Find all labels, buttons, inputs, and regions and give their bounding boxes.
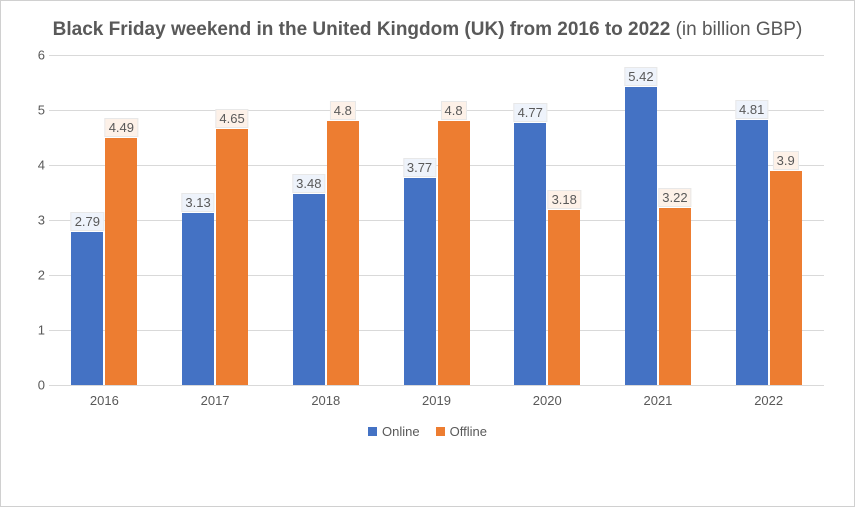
x-tick-label: 2019 <box>381 387 492 415</box>
bar-group: 3.484.8 <box>270 55 381 385</box>
bar: 4.8 <box>327 121 359 385</box>
y-tick-label: 2 <box>27 268 45 283</box>
bar-group: 3.134.65 <box>160 55 271 385</box>
y-tick-label: 1 <box>27 323 45 338</box>
bar-groups: 2.794.493.134.653.484.83.774.84.773.185.… <box>49 55 824 385</box>
bar: 3.9 <box>770 171 802 386</box>
bar-value-label: 4.77 <box>514 103 547 122</box>
chart-container: Black Friday weekend in the United Kingd… <box>21 19 834 488</box>
bar-value-label: 4.8 <box>330 101 356 120</box>
bar: 3.48 <box>293 194 325 385</box>
bar: 3.13 <box>182 213 214 385</box>
gridline <box>49 385 824 386</box>
x-tick-label: 2020 <box>492 387 603 415</box>
bar: 4.81 <box>736 120 768 385</box>
bar: 3.77 <box>404 178 436 385</box>
bar-group: 4.773.18 <box>492 55 603 385</box>
chart-title: Black Friday weekend in the United Kingd… <box>21 19 834 41</box>
bar-group: 2.794.49 <box>49 55 160 385</box>
bar: 3.22 <box>659 208 691 385</box>
legend-swatch <box>436 427 445 436</box>
legend-label: Online <box>382 424 420 439</box>
bar-value-label: 3.77 <box>403 158 436 177</box>
legend-label: Offline <box>450 424 487 439</box>
x-tick-label: 2022 <box>713 387 824 415</box>
bar-value-label: 3.22 <box>658 188 691 207</box>
bar: 5.42 <box>625 87 657 385</box>
x-tick-label: 2018 <box>270 387 381 415</box>
bar-value-label: 3.18 <box>548 190 581 209</box>
legend-swatch <box>368 427 377 436</box>
plot-area: 0123456 2.794.493.134.653.484.83.774.84.… <box>49 55 824 415</box>
bar-value-label: 3.13 <box>181 193 214 212</box>
y-tick-label: 5 <box>27 103 45 118</box>
y-tick-label: 3 <box>27 213 45 228</box>
y-tick-label: 4 <box>27 158 45 173</box>
legend-item: Online <box>368 424 420 439</box>
bar-group: 3.774.8 <box>381 55 492 385</box>
bar: 4.8 <box>438 121 470 385</box>
bar: 4.49 <box>105 138 137 385</box>
y-tick-label: 6 <box>27 48 45 63</box>
title-unit: (in billion GBP) <box>670 19 802 40</box>
bar-group: 5.423.22 <box>603 55 714 385</box>
bar-value-label: 3.48 <box>292 174 325 193</box>
x-tick-label: 2017 <box>160 387 271 415</box>
x-axis-labels: 2016201720182019202020212022 <box>49 387 824 415</box>
bar: 3.18 <box>548 210 580 385</box>
bar: 2.79 <box>71 232 103 385</box>
bar-group: 4.813.9 <box>713 55 824 385</box>
x-tick-label: 2021 <box>603 387 714 415</box>
bar-value-label: 4.49 <box>105 118 138 137</box>
bar-value-label: 5.42 <box>624 67 657 86</box>
bar-value-label: 3.9 <box>773 151 799 170</box>
bar-value-label: 4.65 <box>215 109 248 128</box>
title-bold: Black Friday weekend in the United Kingd… <box>53 19 671 40</box>
bar-value-label: 4.8 <box>440 101 466 120</box>
bar: 4.65 <box>216 129 248 385</box>
bar-value-label: 2.79 <box>71 212 104 231</box>
y-tick-label: 0 <box>27 378 45 393</box>
bar: 4.77 <box>514 123 546 385</box>
x-tick-label: 2016 <box>49 387 160 415</box>
bar-value-label: 4.81 <box>735 100 768 119</box>
legend: Online Offline <box>21 423 834 441</box>
legend-item: Offline <box>436 424 487 439</box>
